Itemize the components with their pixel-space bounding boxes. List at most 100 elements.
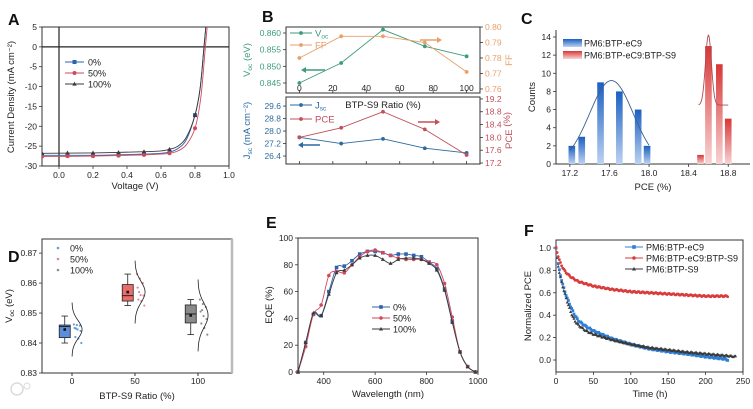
data-point	[116, 153, 121, 158]
panel-letter: D	[8, 249, 20, 266]
data-point	[556, 262, 560, 265]
y-tick-label: 19.2	[485, 94, 502, 104]
y-tick-label: 60	[284, 287, 294, 297]
legend-label: PM6:BTP-eC9	[584, 39, 642, 49]
data-point	[381, 27, 385, 32]
data-point	[365, 253, 370, 257]
panel-c-pce-histogram: C 17.2 17.6 18.0 18.4 18.8 0 2 4 6 8 10 12 14 PM6:BTP-…	[521, 11, 750, 193]
data-point	[206, 333, 209, 336]
data-point	[422, 40, 427, 45]
data-point	[90, 150, 96, 155]
x-tick-label: 60	[395, 83, 405, 93]
x-tick-label: 150	[661, 376, 675, 386]
data-point	[569, 305, 572, 309]
x-tick-label: 18.8	[720, 168, 737, 178]
data-point	[581, 326, 585, 330]
data-point	[580, 321, 584, 325]
data-point	[427, 261, 432, 265]
y-tick-label: 28.8	[264, 114, 281, 124]
data-point	[74, 335, 77, 339]
y-tick-label: 2	[546, 141, 551, 151]
legend-marker	[632, 245, 636, 249]
y-tick-label: -30	[25, 161, 38, 171]
data-point	[381, 109, 385, 114]
y-axis-label-PCE: PCE (%)	[502, 112, 515, 149]
jv-curve	[42, 27, 207, 156]
legend-marker	[56, 257, 60, 261]
distribution-curve	[71, 302, 83, 357]
legend-swatch	[563, 39, 582, 47]
legend-label: PM6:BTP-eC9:BTP-S9	[646, 254, 738, 264]
data-point	[396, 257, 401, 261]
data-point	[327, 273, 331, 278]
data-point	[464, 54, 469, 59]
distribution-curve	[134, 260, 146, 324]
y-tick-label: 0.86	[20, 278, 37, 288]
data-point	[563, 290, 567, 294]
series-1	[697, 34, 732, 164]
mean-marker	[126, 290, 130, 294]
data-point	[373, 248, 377, 252]
eqe-curve	[297, 254, 476, 373]
series-0	[568, 80, 651, 164]
y-tick-label: 0.83	[20, 368, 37, 378]
x-tick-label: 18.4	[680, 168, 697, 178]
x-tick-label: 400	[317, 376, 331, 386]
y-tick-label: 0.79	[485, 37, 502, 47]
plot-frame	[285, 26, 481, 94]
data-point	[167, 151, 172, 156]
x-axis-label: Wavelength (nm)	[352, 389, 424, 400]
legend-label: FF	[315, 41, 327, 52]
y-tick-label: 5	[32, 22, 37, 32]
legend-label: 50%	[393, 314, 411, 324]
y-tick-label: 0.845	[260, 78, 282, 88]
y-tick-label: 80	[284, 260, 294, 270]
legend-item-Voc: Voc	[290, 29, 329, 41]
x-tick-label: 20	[328, 83, 338, 93]
label-subscript: sc	[247, 147, 254, 154]
data-point	[464, 153, 469, 157]
data-point	[201, 308, 204, 312]
data-point	[319, 313, 324, 318]
x-tick-label: 40	[362, 83, 372, 93]
panel-letter: E	[266, 215, 277, 232]
y-tick-label: 18.0	[485, 132, 502, 142]
data-point	[562, 289, 566, 292]
x-tick-label: 17.6	[601, 168, 618, 178]
label-main: V	[242, 70, 253, 77]
data-point	[422, 44, 427, 49]
data-point	[576, 322, 580, 326]
label-unit: (%)	[502, 112, 513, 129]
data-point	[342, 268, 347, 272]
data-point	[141, 149, 147, 154]
histogram-bar	[597, 82, 604, 164]
data-point	[339, 141, 344, 146]
data-point	[559, 261, 562, 264]
x-tick-label: 0.4	[121, 170, 133, 180]
x-axis-label: BTP-S9 Ratio (%)	[99, 391, 175, 402]
data-point	[566, 303, 570, 307]
data-point	[65, 154, 70, 159]
y-tick-label: 0.80	[485, 22, 502, 32]
x-tick-label: 1.0	[223, 170, 235, 180]
x-tick-label: 250	[736, 376, 750, 386]
data-point	[297, 56, 302, 60]
data-point	[556, 264, 560, 268]
data-point	[404, 255, 408, 260]
distribution-curve	[197, 279, 209, 352]
panel-letter: B	[262, 9, 274, 26]
data-point	[342, 271, 347, 275]
y-tick-label: 0.855	[260, 45, 282, 55]
data-point	[334, 270, 339, 275]
x-tick-label: 600	[368, 376, 382, 386]
data-point	[570, 307, 574, 310]
data-point	[442, 281, 447, 286]
label-subscript: oc	[247, 63, 254, 71]
legend-label: PM6:BTP-S9	[646, 265, 699, 275]
data-point	[450, 320, 455, 324]
data-point	[339, 61, 344, 65]
y-tick-label: 28.0	[264, 126, 281, 136]
legend-label: PM6:BTP-eC9:BTP-S9	[584, 51, 676, 61]
series-PM6:BTP-S9	[554, 245, 738, 359]
data-point	[350, 258, 354, 263]
